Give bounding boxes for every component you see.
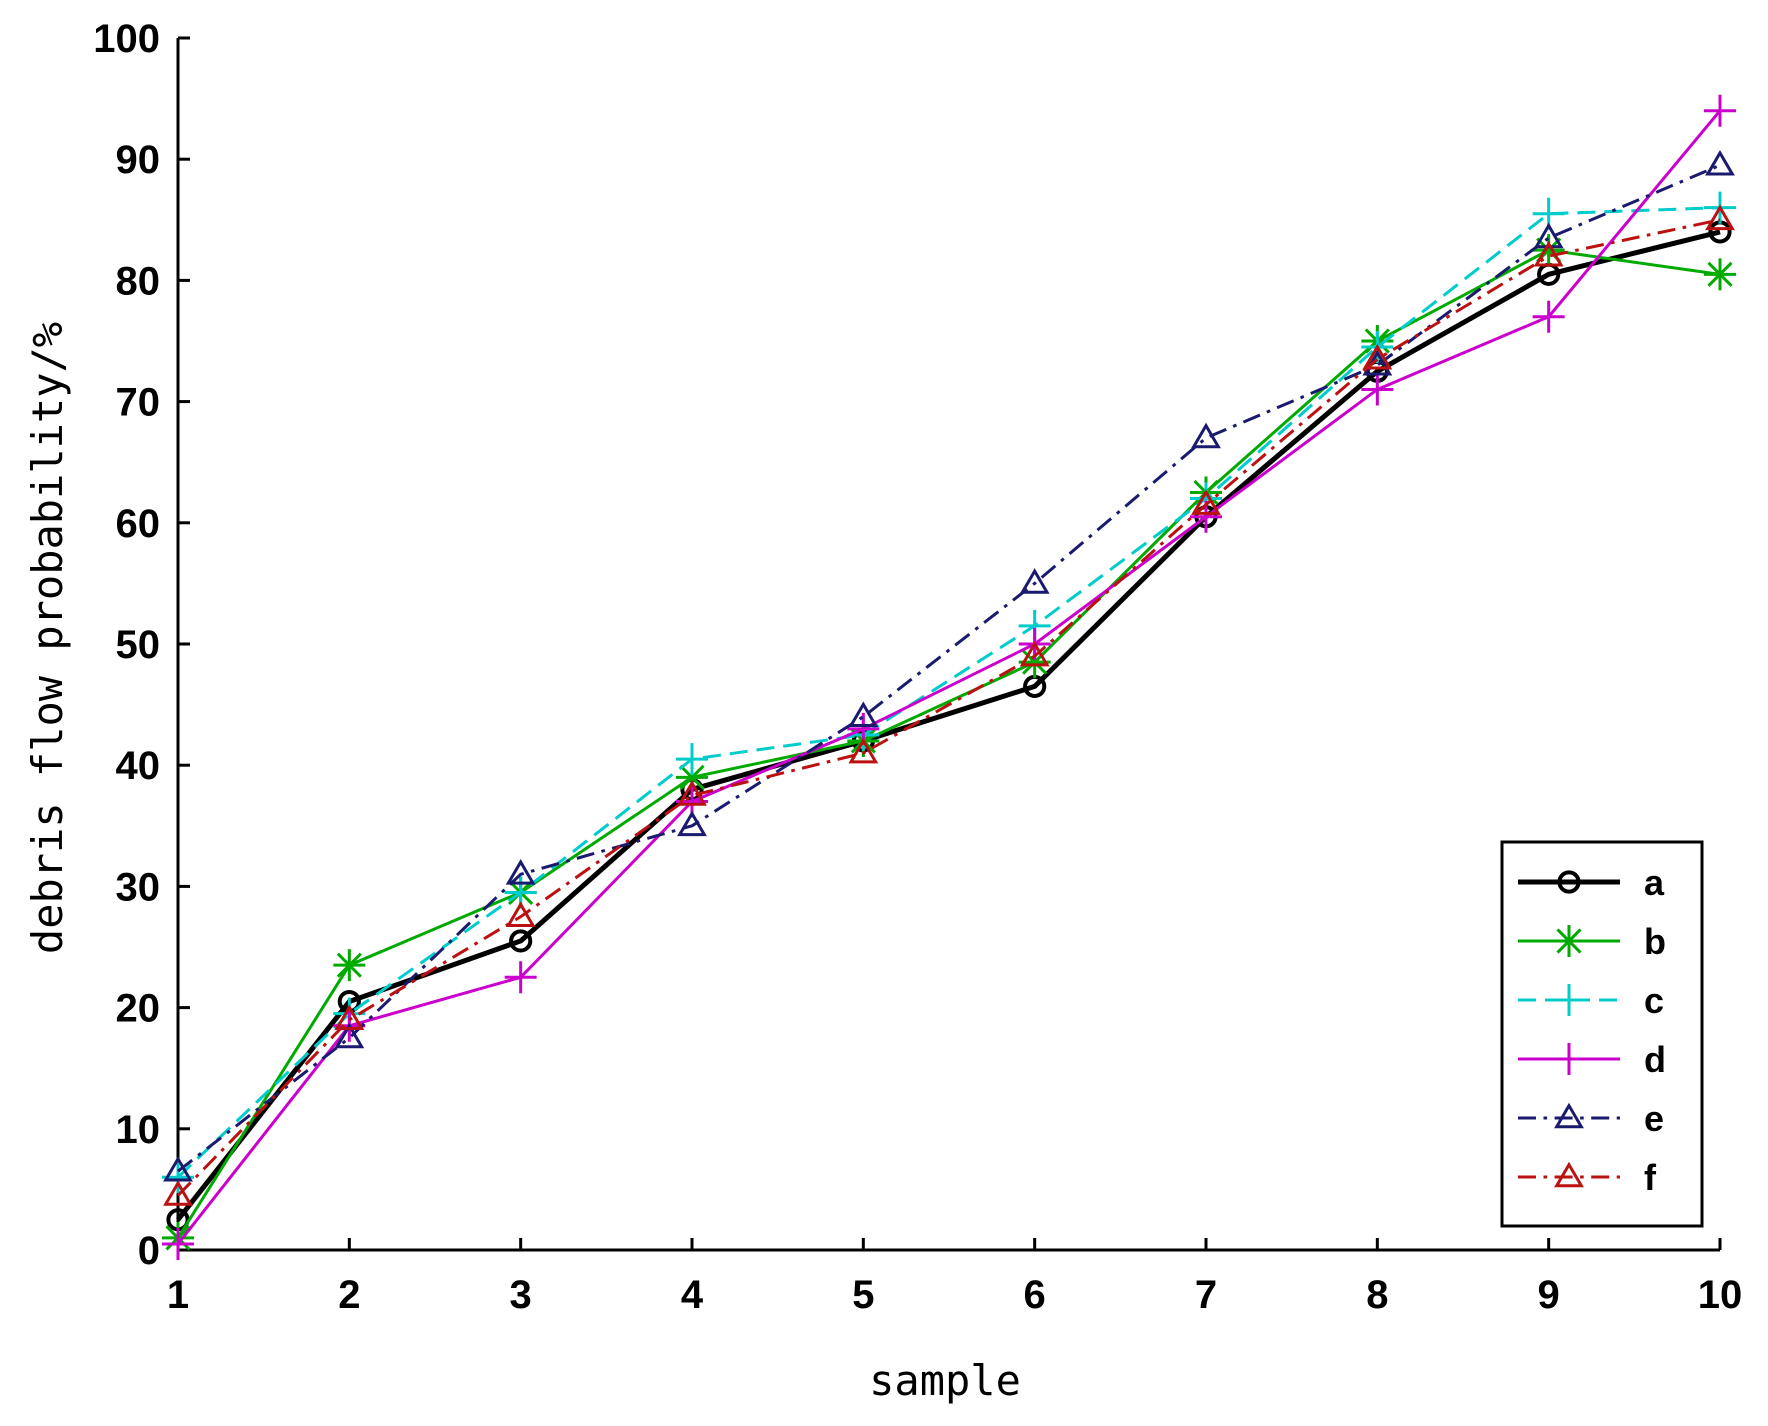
data-point-e bbox=[1191, 422, 1221, 449]
legend-label-d: d bbox=[1644, 1039, 1666, 1080]
data-point-b bbox=[1018, 646, 1051, 679]
y-tick-label: 60 bbox=[116, 502, 161, 546]
data-point-f bbox=[1705, 204, 1735, 231]
legend-entry-d: d bbox=[1518, 1039, 1666, 1080]
legend-box bbox=[1500, 840, 1704, 1228]
data-point-b bbox=[1532, 234, 1565, 267]
y-axis-title: debris flow probability/% bbox=[23, 322, 72, 954]
x-tick-label: 8 bbox=[1366, 1273, 1388, 1317]
x-tick-label: 7 bbox=[1195, 1273, 1217, 1317]
data-point-e bbox=[677, 810, 707, 837]
data-point-e bbox=[334, 1022, 365, 1049]
legend-entry-e: e bbox=[1518, 1098, 1664, 1139]
y-tick-label: 20 bbox=[116, 987, 161, 1031]
y-tick-label: 80 bbox=[116, 259, 161, 303]
legend-label-f: f bbox=[1644, 1157, 1657, 1198]
y-tick-label: 70 bbox=[116, 381, 161, 425]
data-point-b bbox=[676, 761, 708, 794]
y-tick-label: 90 bbox=[116, 138, 161, 182]
x-tick-label: 6 bbox=[1024, 1273, 1046, 1317]
legend-marker-d bbox=[1553, 1043, 1585, 1075]
series-line-a bbox=[176, 229, 1721, 1222]
y-tick-label: 10 bbox=[116, 1108, 161, 1152]
data-point-d bbox=[1532, 300, 1565, 333]
legend-marker-e bbox=[1554, 1102, 1584, 1129]
data-point-e bbox=[505, 858, 536, 885]
x-tick-label: 5 bbox=[852, 1273, 874, 1317]
legend-entry-a: a bbox=[1518, 862, 1665, 903]
data-point-b bbox=[1704, 258, 1736, 291]
legend-label-c: c bbox=[1644, 980, 1664, 1021]
data-point-f bbox=[1019, 640, 1050, 667]
data-point-a bbox=[509, 929, 533, 953]
legend-entry-f: f bbox=[1518, 1157, 1657, 1198]
x-tick-label: 9 bbox=[1538, 1273, 1560, 1317]
y-tick-label: 30 bbox=[116, 865, 161, 909]
series-line-c bbox=[176, 206, 1721, 1179]
data-point-f bbox=[1191, 489, 1221, 515]
x-tick-label: 4 bbox=[681, 1273, 704, 1317]
legend-label-a: a bbox=[1644, 862, 1665, 903]
axes: 0 10 20 30 40 50 60 70 80 90 100 1 2 3 4 5 6 7 8 9 10 bbox=[93, 17, 1742, 1317]
legend-marker-f bbox=[1554, 1161, 1584, 1188]
series-line-b bbox=[176, 248, 1721, 1239]
y-tick-label: 40 bbox=[116, 744, 161, 788]
x-tick-label: 10 bbox=[1698, 1273, 1743, 1317]
data-point-e bbox=[848, 701, 879, 728]
series-line-d bbox=[176, 109, 1722, 1245]
data-point-f bbox=[677, 780, 707, 806]
legend-label-e: e bbox=[1644, 1098, 1664, 1139]
data-point-f bbox=[848, 737, 879, 764]
x-axis-title: sample bbox=[869, 1356, 1021, 1405]
legend-entry-b: b bbox=[1518, 921, 1666, 962]
data-point-e bbox=[163, 1155, 193, 1182]
y-tick-label: 50 bbox=[116, 623, 161, 667]
data-point-d bbox=[504, 961, 537, 994]
y-tick-label: 0 bbox=[138, 1229, 160, 1273]
data-point-d bbox=[162, 1227, 194, 1260]
legend-marker-a bbox=[1557, 870, 1581, 894]
data-point-f bbox=[334, 1004, 365, 1031]
data-point-e bbox=[1019, 568, 1050, 594]
data-point-f bbox=[163, 1180, 193, 1206]
series-line-f bbox=[176, 218, 1721, 1197]
data-point-f bbox=[505, 901, 536, 927]
series-line-e bbox=[177, 163, 1721, 1173]
legend-marker-c bbox=[1553, 984, 1585, 1016]
data-point-d bbox=[1361, 373, 1394, 406]
data-point-c bbox=[676, 743, 708, 776]
series-e bbox=[163, 149, 1735, 1182]
data-point-d bbox=[1704, 94, 1736, 127]
series-layer bbox=[162, 94, 1736, 1260]
y-tick-label: 100 bbox=[93, 17, 160, 61]
legend-entry-c: c bbox=[1518, 980, 1664, 1021]
x-tick-label: 2 bbox=[338, 1273, 360, 1317]
legend-marker-b bbox=[1553, 925, 1585, 957]
data-point-f bbox=[1533, 240, 1564, 267]
data-point-e bbox=[1705, 149, 1735, 176]
series-f bbox=[163, 204, 1735, 1206]
data-point-f bbox=[1362, 343, 1393, 370]
legend-label-b: b bbox=[1644, 921, 1666, 962]
x-tick-label: 3 bbox=[510, 1273, 532, 1317]
data-point-b bbox=[333, 949, 366, 982]
x-tick-label: 1 bbox=[167, 1273, 189, 1317]
